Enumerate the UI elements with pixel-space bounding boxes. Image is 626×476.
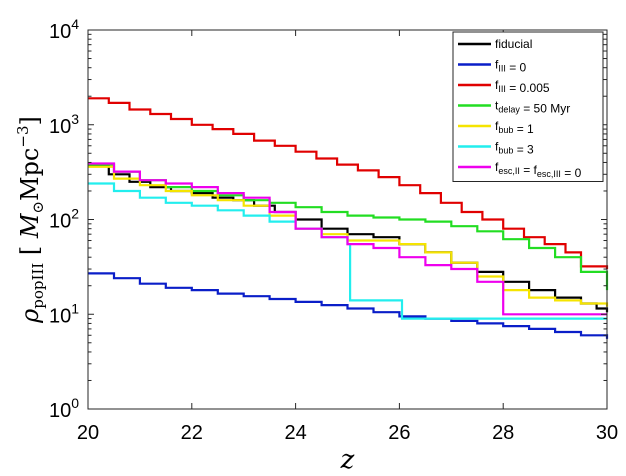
y-tick-label-1: 101 bbox=[49, 300, 79, 327]
x-tick-label-2: 24 bbox=[284, 422, 306, 444]
series-line-3 bbox=[88, 163, 609, 291]
x-tick-label-5: 30 bbox=[596, 422, 618, 444]
axis-labels: z ρpopIII [ M⊙Mpc−3] bbox=[14, 116, 355, 475]
x-tick-label-4: 28 bbox=[492, 422, 514, 444]
legend-label-5: fbub = 3 bbox=[495, 140, 534, 157]
y-tick-label-0: 100 bbox=[49, 395, 79, 422]
x-axis-label: z bbox=[340, 445, 355, 475]
legend-label-6: fesc,II = fesc,III = 0 bbox=[495, 160, 582, 180]
x-tick-label-3: 26 bbox=[388, 422, 410, 444]
series-line-1 bbox=[88, 272, 609, 339]
y-axis-label: ρpopIII [ M⊙Mpc−3] bbox=[14, 116, 47, 324]
y-tick-label-4: 104 bbox=[49, 16, 79, 43]
legend-label-0: fiducial bbox=[495, 37, 532, 51]
legend-label-2: fIII = 0.005 bbox=[495, 78, 550, 95]
legend: fiducial fIII = 0 fIII = 0.005 tdelay = 50 … bbox=[452, 31, 604, 182]
legend-label-1: fIII = 0 bbox=[495, 58, 527, 75]
axes-layer: 20 22 24 26 28 30 100 101 102 103 104 bbox=[49, 16, 618, 444]
legend-label-4: fbub = 1 bbox=[495, 119, 534, 136]
series-line-0 bbox=[88, 164, 609, 313]
y-tick-label-2: 102 bbox=[49, 206, 79, 233]
y-tick-label-3: 103 bbox=[49, 111, 79, 138]
series-line-6 bbox=[88, 162, 607, 316]
x-tick-label-1: 22 bbox=[181, 422, 203, 444]
series-layer bbox=[88, 97, 609, 339]
x-tick-label-0: 20 bbox=[77, 422, 99, 444]
series-line-5 bbox=[88, 182, 607, 320]
series-line-2 bbox=[88, 97, 609, 269]
legend-label-3: tdelay = 50 Myr bbox=[495, 99, 570, 116]
